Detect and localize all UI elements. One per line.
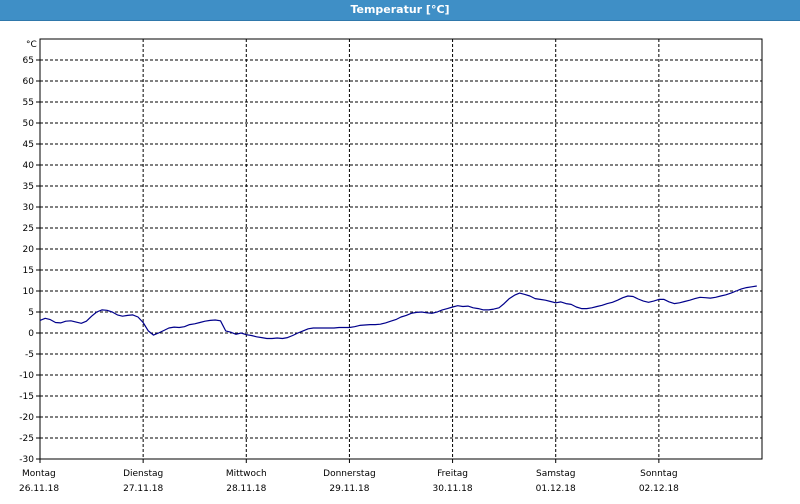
y-tick-label: 50 [23,119,35,129]
y-tick-label: -20 [19,413,34,423]
title-bar: Temperatur [°C] [0,0,800,21]
x-tick-date-label: 27.11.18 [123,484,163,494]
x-tick-date-label: 02.12.18 [639,484,679,494]
x-tick-date-label: 29.11.18 [329,484,369,494]
temperature-chart: 65605550454035302520151050-5-10-15-20-25… [19,38,763,494]
y-tick-label: 5 [28,308,34,318]
grid-lines [40,39,762,459]
x-tick-date-label: 28.11.18 [226,484,266,494]
y-tick-label: 40 [23,161,35,171]
x-tick-day-label: Sonntag [640,469,677,479]
y-tick-label: 0 [28,329,34,339]
y-axis: 65605550454035302520151050-5-10-15-20-25… [19,56,40,465]
x-tick-day-label: Mittwoch [226,469,267,479]
y-tick-label: 30 [23,203,35,213]
x-tick-date-label: 01.12.18 [536,484,576,494]
y-tick-label: 20 [23,245,35,255]
x-tick-day-label: Donnerstag [323,469,376,479]
y-tick-label: 25 [23,224,34,234]
y-tick-label: -25 [19,434,34,444]
y-tick-label: -30 [19,455,34,465]
y-tick-label: 35 [23,182,34,192]
y-tick-label: -5 [25,350,34,360]
y-tick-label: -15 [19,392,34,402]
y-tick-label: 10 [23,287,35,297]
y-axis-unit-label: °C [26,40,37,50]
x-tick-date-label: 30.11.18 [433,484,473,494]
x-tick-day-label: Freitag [437,469,468,479]
y-tick-label: -10 [19,371,34,381]
window-title: Temperatur [°C] [350,3,450,16]
series-layer [39,285,757,340]
y-tick-label: 15 [23,266,34,276]
x-tick-day-label: Samstag [536,469,575,479]
y-tick-label: 55 [23,98,34,108]
y-tick-label: 60 [23,77,35,87]
y-tick-label: 45 [23,140,34,150]
x-axis: Montag 26.11.18 Dienstag 27.11.18 Mittwoch 28… [19,459,679,494]
y-tick-label: 65 [23,56,34,66]
chart-area: 65 60 55 50 45 40 35 30 25 20 15 10 5 0 -5 -10 -15 -20 -25… [0,21,800,500]
temperature-series-line [39,285,757,340]
x-tick-date-label: 26.11.18 [19,484,59,494]
x-tick-day-label: Montag [22,469,56,479]
x-tick-day-label: Dienstag [123,469,163,479]
